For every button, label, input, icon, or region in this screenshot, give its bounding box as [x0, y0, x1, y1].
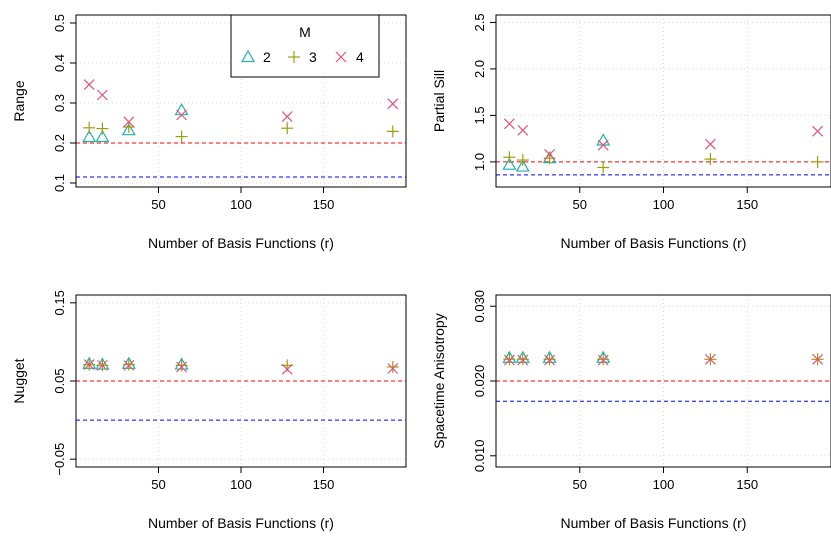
panel-bottom-right: 50 100 150 0.010 0.020 0.030 Number of Basis F…: [431, 290, 831, 531]
y-axis-title: Nugget: [11, 358, 27, 403]
point-m4: [503, 118, 515, 130]
legend-symbol-m4: [335, 51, 347, 63]
point-m4: [176, 361, 188, 373]
y-tick-label: 0.3: [52, 94, 67, 112]
point-m4: [517, 354, 529, 366]
point-m4: [597, 139, 609, 151]
panel-bottom-left: 50 100 150 −0.05 0.05 0.15 Number of Basis Fun…: [11, 290, 407, 531]
panel-top-left: 50 100 150 0.1 0.2 0.3 0.4 0.5 Number of Basis F…: [11, 14, 407, 251]
point-m3: [96, 122, 109, 135]
point-m4: [503, 354, 515, 366]
x-tick-label: 150: [313, 477, 335, 492]
point-m4: [123, 116, 135, 128]
point-m2: [121, 122, 136, 136]
point-m3: [175, 130, 188, 143]
point-m2: [502, 157, 517, 170]
point-m3: [386, 125, 399, 138]
point-m4: [176, 109, 188, 121]
point-m4: [83, 359, 95, 371]
panel-top-right: 50 100 150 1.0 1.5 2.0 2.5 Number of Basis Func…: [431, 13, 831, 251]
x-tick-label: 150: [736, 477, 758, 492]
y-tick-label: 1.0: [472, 153, 487, 171]
point-m4: [281, 111, 293, 123]
y-tick-label: −0.05: [52, 443, 67, 476]
legend-symbol-m3: [288, 51, 300, 63]
x-tick-label: 50: [573, 197, 587, 212]
legend-title: M: [299, 24, 311, 40]
y-tick-label: 0.4: [52, 54, 67, 72]
point-m4: [517, 124, 529, 136]
point-m4: [123, 359, 135, 371]
y-axis-title: Spacetime Anisotropy: [431, 313, 447, 448]
point-m4: [704, 138, 716, 150]
y-tick-label: 2.0: [472, 60, 487, 78]
x-tick-label: 50: [573, 477, 587, 492]
x-tick-label: 100: [653, 477, 675, 492]
point-m3: [175, 359, 188, 372]
point-m4: [544, 149, 556, 160]
x-tick-label: 100: [653, 197, 675, 212]
legend-item-4: 4: [335, 49, 364, 65]
point-m3: [503, 151, 516, 164]
point-m4: [544, 354, 556, 366]
point-m3: [83, 121, 96, 134]
point-m2: [82, 129, 97, 143]
y-tick-label: 0.030: [472, 290, 487, 323]
x-tick-label: 100: [230, 197, 252, 212]
legend-box: [230, 14, 380, 78]
point-m3: [281, 122, 294, 135]
point-m4: [597, 354, 609, 366]
legend-item-2: 2: [240, 49, 271, 65]
y-tick-label: 0.05: [52, 368, 67, 393]
x-tick-label: 50: [151, 197, 165, 212]
point-m3: [122, 121, 135, 133]
point-m4: [387, 98, 399, 110]
legend-item-3: 3: [288, 49, 317, 65]
point-m4: [281, 363, 293, 375]
y-tick-label: 0.020: [472, 365, 487, 398]
y-tick-label: 0.1: [52, 174, 67, 192]
x-tick-label: 50: [151, 477, 165, 492]
x-axis-title: Number of Basis Functions (r): [561, 235, 747, 251]
x-axis-title: Number of Basis Functions (r): [148, 235, 334, 251]
point-m3: [516, 154, 529, 167]
point-m4: [812, 125, 824, 137]
point-m2: [95, 129, 110, 143]
x-axis-title: Number of Basis Functions (r): [561, 515, 747, 531]
panels: 50 100 150 0.1 0.2 0.3 0.4 0.5 Number of Basis F…: [11, 13, 831, 531]
legend: M 2 3 4: [230, 14, 380, 78]
y-tick-label: 1.5: [472, 106, 487, 124]
point-m2: [515, 159, 530, 172]
x-tick-label: 150: [736, 197, 758, 212]
y-tick-label: 0.15: [52, 290, 67, 315]
y-tick-label: 0.5: [52, 14, 67, 32]
x-axis-title: Number of Basis Functions (r): [148, 515, 334, 531]
point-m4: [704, 353, 716, 365]
point-m3: [704, 153, 717, 166]
legend-items: 2 3 4: [240, 49, 364, 65]
y-axis-title: Partial Sill: [431, 70, 447, 132]
point-m4: [96, 359, 108, 371]
x-tick-label: 100: [230, 477, 252, 492]
point-m3: [386, 360, 399, 373]
y-tick-label: 2.5: [472, 13, 487, 31]
y-axis-title: Range: [11, 80, 27, 121]
y-tick-label: 0.2: [52, 134, 67, 152]
point-m3: [597, 161, 610, 174]
legend-label: 3: [309, 49, 317, 65]
legend-label: 4: [356, 49, 364, 65]
legend-symbol-m2: [240, 49, 256, 63]
point-m3: [811, 155, 824, 168]
point-m4: [812, 353, 824, 365]
legend-label: 2: [263, 49, 271, 65]
x-tick-label: 150: [313, 197, 335, 212]
point-m4: [83, 79, 95, 91]
point-m4: [96, 89, 108, 101]
y-tick-label: 0.010: [472, 440, 487, 473]
point-m4: [387, 363, 399, 374]
